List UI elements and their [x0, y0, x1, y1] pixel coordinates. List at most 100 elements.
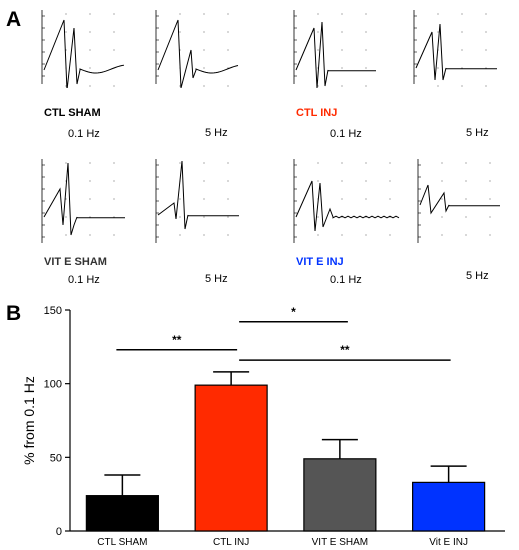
trace-vite-sham-0-1hz [36, 157, 132, 247]
trace-line [415, 23, 497, 81]
grid-dot [441, 216, 443, 218]
grid-dot [113, 162, 115, 164]
grid-dot [113, 13, 115, 15]
grid-dot [89, 49, 91, 51]
grid-dot [441, 180, 443, 182]
grid-dot [465, 198, 467, 200]
grid-dot [441, 198, 443, 200]
grid-dot [203, 198, 205, 200]
grid-dot [389, 180, 391, 182]
trace-line [157, 160, 239, 230]
grid-dot [317, 13, 319, 15]
freq-label-ctl-sham-right: 5 Hz [205, 127, 228, 139]
grid-dot [203, 67, 205, 69]
grid-dot [227, 198, 229, 200]
grid-dot [179, 234, 181, 236]
grid-dot [203, 234, 205, 236]
grid-dot [113, 234, 115, 236]
grid-dot [89, 31, 91, 33]
grid-dot [489, 180, 491, 182]
grid-dot [365, 234, 367, 236]
grid-dot [65, 216, 67, 218]
grid-dot [389, 162, 391, 164]
trace-ctl-sham-5hz [150, 8, 246, 88]
grid-dot [365, 162, 367, 164]
grid-dot [227, 180, 229, 182]
grid-dot [341, 31, 343, 33]
grid-dot [341, 49, 343, 51]
grid-dot [89, 198, 91, 200]
bar [194, 384, 268, 532]
grid-dot [465, 162, 467, 164]
grid-dot [465, 216, 467, 218]
trace-vite-inj-5hz [412, 157, 508, 247]
grid-dot [65, 162, 67, 164]
grid-dot [179, 85, 181, 87]
grid-dot [179, 13, 181, 15]
x-tick-label: CTL INJ [213, 537, 249, 548]
grid-dot [389, 234, 391, 236]
grid-dot [341, 67, 343, 69]
grid-dot [113, 198, 115, 200]
trace-line [419, 184, 500, 215]
grid-dot [179, 198, 181, 200]
grid-dot [227, 49, 229, 51]
grid-dot [489, 234, 491, 236]
grid-dot [65, 85, 67, 87]
grid-dot [341, 198, 343, 200]
freq-label-vite-inj-right: 5 Hz [466, 270, 489, 282]
grid-dot [113, 85, 115, 87]
group-label-vite-sham: VIT E SHAM [44, 256, 107, 268]
grid-dot [65, 234, 67, 236]
grid-dot [461, 31, 463, 33]
freq-label-ctl-inj-left: 0.1 Hz [330, 128, 362, 140]
grid-dot [113, 180, 115, 182]
grid-dot [227, 85, 229, 87]
grid-dot [341, 162, 343, 164]
grid-dot [365, 49, 367, 51]
grid-dot [89, 67, 91, 69]
bar-chart: 0 50 100 150 % from 0.1 Hz CTL SHAM CTL INJ VIT… [21, 305, 505, 548]
grid-dot [89, 180, 91, 182]
grid-dot [65, 198, 67, 200]
grid-dot [441, 234, 443, 236]
grid-dot [203, 85, 205, 87]
grid-dot [341, 234, 343, 236]
trace-vite-sham-5hz [150, 157, 246, 247]
grid-dot [203, 13, 205, 15]
freq-label-ctl-inj-right: 5 Hz [466, 127, 489, 139]
significance-label: ** [172, 333, 182, 347]
freq-label-vite-inj-left: 0.1 Hz [330, 274, 362, 286]
grid-dot [179, 31, 181, 33]
grid-dot [489, 216, 491, 218]
grid-dot [89, 234, 91, 236]
x-tick-label: CTL SHAM [97, 537, 147, 548]
grid-dot [317, 180, 319, 182]
significance-label: * [291, 305, 296, 319]
grid-dot [203, 216, 205, 218]
grid-dot [317, 216, 319, 218]
grid-dot [365, 85, 367, 87]
grid-dot [437, 13, 439, 15]
grid-dot [203, 180, 205, 182]
grid-dot [113, 31, 115, 33]
freq-label-vite-sham-right: 5 Hz [205, 273, 228, 285]
grid-dot [113, 49, 115, 51]
grid-dot [179, 216, 181, 218]
grid-dot [227, 13, 229, 15]
grid-dot [437, 67, 439, 69]
grid-dot [437, 85, 439, 87]
grid-dot [365, 180, 367, 182]
grid-dot [465, 234, 467, 236]
grid-dot [365, 67, 367, 69]
grid-dot [461, 85, 463, 87]
grid-dot [341, 180, 343, 182]
grid-dot [441, 162, 443, 164]
freq-label-vite-sham-left: 0.1 Hz [68, 274, 100, 286]
significance-label: ** [340, 343, 350, 357]
panel-b-letter: B [6, 302, 22, 325]
grid-dot [365, 198, 367, 200]
group-label-ctl-sham: CTL SHAM [44, 107, 101, 119]
grid-dot [465, 180, 467, 182]
grid-dot [461, 49, 463, 51]
